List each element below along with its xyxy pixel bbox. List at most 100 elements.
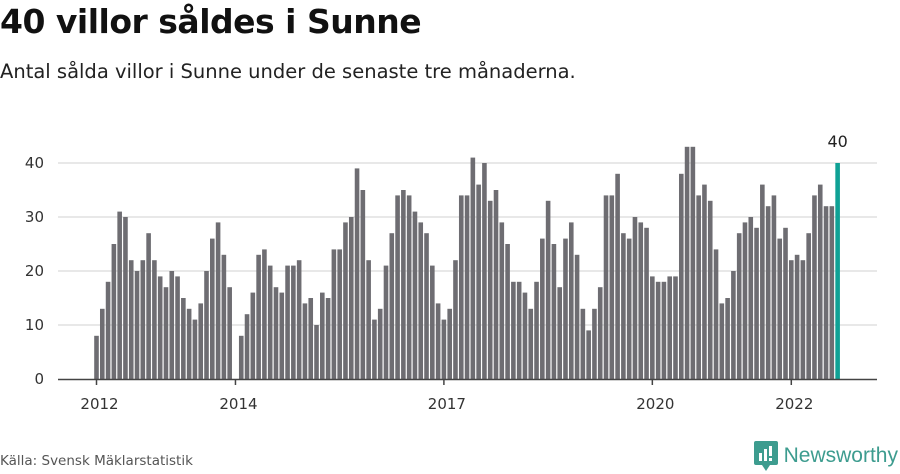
- bar: [731, 271, 736, 379]
- bar: [835, 163, 840, 379]
- bar: [128, 260, 134, 379]
- bar: [337, 249, 342, 379]
- bar: [163, 287, 169, 379]
- bar: [198, 303, 204, 379]
- bar: [435, 303, 441, 379]
- bar: [372, 319, 377, 379]
- latest-value-label: 40: [827, 132, 847, 151]
- bar: [250, 292, 256, 379]
- bar: [650, 276, 655, 379]
- bar: [395, 195, 400, 379]
- bar: [134, 271, 140, 379]
- bar: [678, 173, 684, 379]
- bar: [343, 222, 348, 379]
- bar: [192, 319, 198, 379]
- bar: [320, 292, 325, 379]
- bar: [186, 308, 192, 379]
- bar: [487, 200, 493, 379]
- bar: [169, 271, 175, 379]
- bar: [447, 308, 452, 379]
- bar: [707, 200, 713, 379]
- bar: [742, 222, 748, 379]
- bar: [632, 217, 638, 379]
- newsworthy-logo[interactable]: Newsworthy: [753, 441, 898, 471]
- bar: [308, 298, 314, 379]
- bar: [331, 249, 337, 379]
- bar: [476, 184, 481, 379]
- chart-title: 40 villor såldes i Sunne: [0, 2, 422, 41]
- bar: [314, 325, 319, 379]
- bar: [453, 260, 458, 379]
- y-tick-label: 10: [25, 316, 44, 334]
- bar: [262, 249, 267, 379]
- bar: [713, 249, 719, 379]
- bar: [383, 265, 389, 379]
- bar: [244, 314, 250, 379]
- x-tick-label: 2012: [80, 395, 118, 413]
- bar: [592, 308, 597, 379]
- bars: [94, 146, 840, 379]
- bar: [441, 319, 447, 379]
- bar: [829, 206, 835, 379]
- bar: [551, 244, 557, 379]
- y-tick-label: 20: [25, 262, 44, 280]
- bar: [684, 146, 690, 379]
- bar: [760, 184, 765, 379]
- bar: [406, 195, 412, 379]
- x-tick-label: 2014: [219, 395, 257, 413]
- bar: [482, 163, 487, 379]
- bar: [783, 227, 788, 379]
- bar: [771, 195, 777, 379]
- x-tick-label: 2017: [428, 395, 466, 413]
- bar: [157, 276, 163, 379]
- bar: [603, 195, 609, 379]
- bar: [511, 281, 516, 379]
- bar: [528, 308, 534, 379]
- bar: [655, 281, 661, 379]
- bar: [418, 222, 424, 379]
- bar: [568, 222, 574, 379]
- y-axis-labels: 0 10 20 30 40: [25, 154, 44, 388]
- bar: [673, 276, 678, 379]
- bar: [725, 298, 730, 379]
- bar: [597, 287, 603, 379]
- bar: [586, 330, 591, 379]
- chart-subtitle: Antal sålda villor i Sunne under de sena…: [0, 60, 576, 83]
- bar: [412, 211, 418, 379]
- bar: [719, 303, 725, 379]
- bar: [238, 335, 244, 379]
- bar: [736, 233, 742, 379]
- bar: [615, 173, 620, 379]
- bar: [557, 287, 562, 379]
- bar: [152, 260, 157, 379]
- bar: [522, 292, 528, 379]
- bar: [823, 206, 829, 379]
- x-tick-label: 2022: [775, 395, 813, 413]
- bar: [111, 244, 117, 379]
- bar: [302, 303, 308, 379]
- y-tick-label: 40: [25, 154, 44, 172]
- bar: [256, 254, 261, 379]
- bar: [296, 260, 302, 379]
- y-tick-label: 0: [34, 370, 44, 388]
- bar: [204, 271, 209, 379]
- bar: [505, 244, 510, 379]
- bar: [644, 227, 649, 379]
- bar: [146, 233, 151, 379]
- bar: [140, 260, 146, 379]
- bar: [626, 238, 632, 379]
- bar: [117, 211, 122, 379]
- x-axis-ticks: 2012 2014 2017 2020 2022: [80, 379, 813, 413]
- bar: [534, 281, 539, 379]
- bar: [325, 298, 331, 379]
- bar: [574, 254, 580, 379]
- source-note: Källa: Svensk Mäklarstatistik: [0, 453, 193, 469]
- bar: [175, 276, 180, 379]
- bar: [609, 195, 615, 379]
- bar: [123, 217, 128, 379]
- bar: [354, 168, 360, 379]
- bar: [227, 287, 232, 379]
- bar: [800, 260, 806, 379]
- bar: [348, 217, 354, 379]
- bar: [464, 195, 470, 379]
